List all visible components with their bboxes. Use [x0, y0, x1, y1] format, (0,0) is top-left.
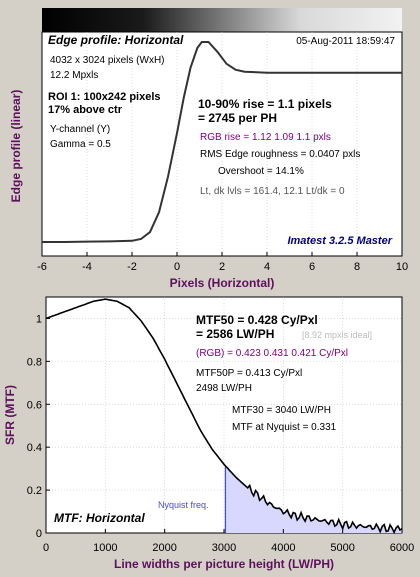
roi-size: ROI 1: 100x242 pixels [48, 91, 161, 103]
edge-title: Edge profile: Horizontal [48, 33, 184, 47]
mtf-x-axis-label: Line widths per picture height (LW/PH) [114, 557, 334, 571]
edge-x-ticks: -6 -4 -2 0 2 4 6 8 10 [37, 252, 408, 273]
rise-per-ph: = 2745 per PH [198, 111, 277, 125]
edge-x-tick-label: 0 [174, 261, 180, 273]
mtf50p-lwph: 2498 LW/PH [196, 383, 252, 394]
mtf-x-tick-label: 1000 [93, 542, 117, 554]
mtf-panel: 0 1000 2000 3000 4000 5000 6000 0 0.2 0.4 0.6 0.8 1… [3, 296, 414, 571]
mtf-x-tick-label: 2000 [152, 542, 176, 554]
edge-x-axis-label: Pixels (Horizontal) [170, 276, 275, 290]
edge-date: 05-Aug-2011 18:59:47 [296, 36, 395, 47]
edge-x-tick-label: 2 [219, 261, 225, 273]
mtf-grid [46, 297, 402, 533]
mtf50-lwph: = 2586 LW/PH [196, 327, 274, 341]
edge-x-tick-label: 4 [264, 261, 270, 273]
channel: Y-channel (Y) [50, 124, 110, 135]
overshoot: Overshoot = 14.1% [218, 166, 304, 177]
mtf-y-tick-label: 0 [36, 528, 42, 540]
edge-x-tick-label: -6 [37, 261, 47, 273]
mtf-x-ticks: 0 1000 2000 3000 4000 5000 6000 [43, 529, 414, 554]
mtf-x-tick-label: 0 [43, 542, 49, 554]
edge-grid [86, 32, 358, 256]
mtf-curve [45, 298, 403, 535]
roi-location: 17% above ctr [48, 104, 123, 116]
edge-y-axis-label: Edge profile (linear) [9, 90, 23, 203]
nyquist-label: Nyquist freq. [158, 500, 209, 510]
rgb-rise: RGB rise = 1.12 1.09 1.1 pxls [200, 132, 331, 143]
mtf50-cypxl: MTF50 = 0.428 Cy/Pxl [196, 313, 318, 327]
edge-x-tick-label: -4 [82, 261, 92, 273]
mtf-x-tick-label: 5000 [330, 542, 354, 554]
mtf-y-tick-label: 0.2 [27, 485, 42, 497]
mtf-x-tick-label: 4000 [271, 542, 295, 554]
image-mpxls: 12.2 Mpxls [50, 70, 98, 81]
edge-profile-curve [42, 41, 402, 243]
edge-x-tick-label: 8 [354, 261, 360, 273]
mtf-y-tick-label: 0.8 [27, 356, 42, 368]
edge-x-tick-label: 10 [396, 261, 408, 273]
mtf-y-tick-label: 1 [36, 313, 42, 325]
rise-distance: 10-90% rise = 1.1 pixels [198, 97, 332, 111]
mtf-title: MTF: Horizontal [54, 511, 145, 525]
mtf-y-ticks: 0 0.2 0.4 0.6 0.8 1 [27, 313, 50, 540]
mtf-at-nyquist: MTF at Nyquist = 0.331 [232, 422, 337, 433]
mtf30: MTF30 = 3040 LW/PH [232, 405, 331, 416]
edge-gradient-fill [42, 8, 402, 32]
mtf-y-tick-label: 0.6 [27, 399, 42, 411]
edge-profile-panel: -6 -4 -2 0 2 4 6 8 10 Edge profile (linear) Pixe… [9, 8, 408, 290]
mtf50p-cypxl: MTF50P = 0.413 Cy/Pxl [196, 368, 302, 379]
image-size: 4032 x 3024 pixels (WxH) [50, 55, 165, 66]
mtf-y-tick-label: 0.4 [27, 442, 42, 454]
mtf-x-tick-label: 3000 [212, 542, 236, 554]
mtf-y-axis-label: SFR (MTF) [3, 385, 17, 445]
ideal-mpxls: [8.92 mpxls ideal] [302, 330, 372, 340]
imatest-version: Imatest 3.2.5 Master [287, 235, 392, 247]
edge-x-tick-label: 6 [309, 261, 315, 273]
mtf-beyond-nyquist-fill [225, 465, 402, 533]
edge-x-tick-label: -2 [127, 261, 137, 273]
edge-roughness: RMS Edge roughness = 0.0407 pxls [200, 149, 360, 160]
gamma: Gamma = 0.5 [50, 139, 111, 150]
mtf50-rgb: (RGB) = 0.423 0.431 0.421 Cy/Pxl [196, 348, 348, 359]
mtf-x-tick-label: 6000 [390, 542, 414, 554]
light-dark-levels: Lt, dk lvls = 161.4, 12.1 Lt/dk = 0 [200, 186, 345, 197]
